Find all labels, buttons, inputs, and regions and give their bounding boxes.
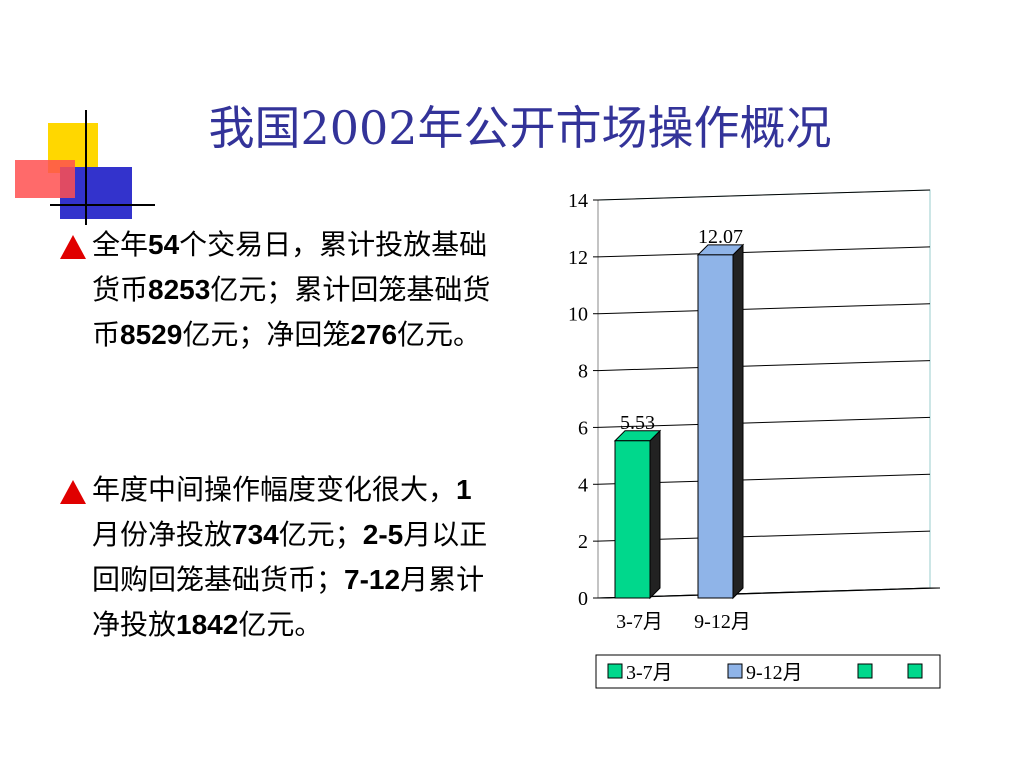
bullet-text: 年度中间操作幅度变化很大，1 月份净投放734亿元；2-5月以正回购回笼基础货币；… xyxy=(92,467,497,647)
text-run: 276 xyxy=(350,319,398,350)
y-tick-label: 10 xyxy=(568,304,588,326)
text-run: 全年 xyxy=(92,228,149,261)
y-tick-label: 8 xyxy=(578,361,588,383)
text-run: 亿元。 xyxy=(397,318,482,351)
grid-line xyxy=(597,416,931,428)
text-run: 月累计净投放 xyxy=(92,563,485,641)
text-run: 年度中间操作幅度变化很大， xyxy=(92,473,457,506)
text-run: 亿元；累计回笼基础货币 xyxy=(92,273,491,351)
bullet-marker xyxy=(60,235,86,259)
legend-box xyxy=(595,654,941,689)
grid-line xyxy=(597,360,931,372)
text-run: 734 xyxy=(232,519,279,550)
decoration xyxy=(15,110,155,225)
text-run: 1 xyxy=(456,474,472,505)
legend-swatch xyxy=(907,663,923,679)
text-run: 1842 xyxy=(176,609,239,640)
grid-line xyxy=(597,303,931,315)
slide-title: 我国2002年公开市场操作概况 xyxy=(208,101,832,155)
legend-swatch xyxy=(857,663,873,679)
y-tick-label: 12 xyxy=(568,247,588,269)
chart: 0 2 4 6 8 10 12 14 3-7月 9-12月 5.53 12.07 3-7月 9-12月 xyxy=(568,189,941,689)
text-run: 亿元； xyxy=(278,518,363,551)
grid-line xyxy=(597,246,931,258)
bar-side xyxy=(649,429,661,600)
legend-swatch xyxy=(607,663,623,679)
text-run: 8253 xyxy=(148,274,211,305)
y-tick-label: 0 xyxy=(578,588,588,610)
y-tick-label: 6 xyxy=(578,417,588,439)
legend-label: 9-12月 xyxy=(746,662,803,684)
text-run: 亿元；净回笼 xyxy=(182,318,351,351)
y-tick-label: 4 xyxy=(578,474,588,496)
bullet-marker xyxy=(60,480,86,504)
text-run: 7-12 xyxy=(344,564,401,595)
grid-line xyxy=(597,189,931,201)
grid-line xyxy=(597,587,931,599)
value-label: 12.07 xyxy=(698,226,743,248)
text-run: 月份净投放 xyxy=(92,518,233,551)
text-run: 个交易日，累计投放基础货币 xyxy=(92,228,488,306)
value-label: 5.53 xyxy=(620,412,655,434)
bar xyxy=(697,254,734,599)
bullet-text: 全年54个交易日，累计投放基础货币8253亿元；累计回笼基础货币8529亿元；净… xyxy=(92,222,497,357)
text-run: 月以正回购回笼基础货币； xyxy=(92,518,488,596)
bar xyxy=(614,440,651,599)
legend-swatch xyxy=(727,663,743,679)
text-run: 2-5 xyxy=(362,519,404,550)
text-run: 亿元。 xyxy=(238,608,323,641)
x-tick-label: 9-12月 xyxy=(694,611,751,633)
legend-label: 3-7月 xyxy=(626,662,673,684)
x-tick-label: 3-7月 xyxy=(616,611,663,633)
bar-side xyxy=(732,243,744,600)
y-tick-label: 14 xyxy=(568,190,588,212)
text-run: 8529 xyxy=(120,319,183,350)
text-run: 54 xyxy=(148,229,180,260)
y-tick-label: 2 xyxy=(578,531,588,553)
